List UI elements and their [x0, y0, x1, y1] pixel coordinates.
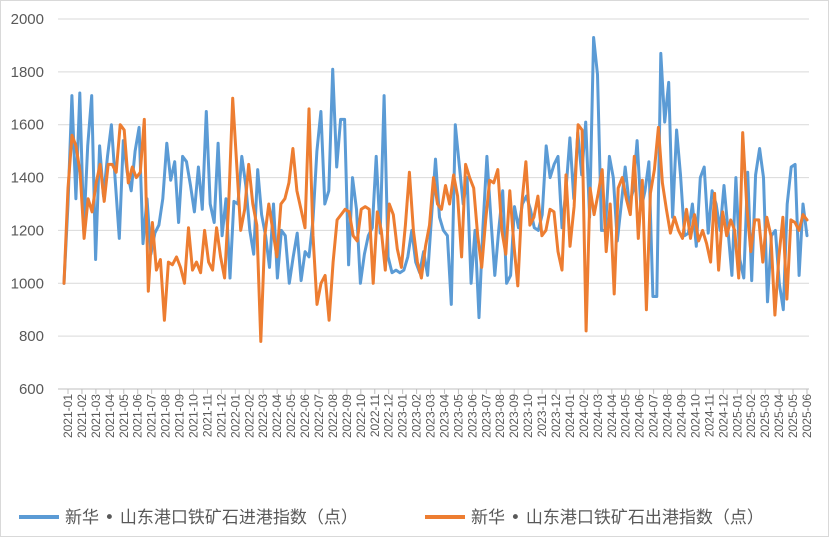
- x-tick-label: 2021-12: [214, 394, 228, 438]
- x-tick-label: 2021-04: [103, 394, 117, 438]
- x-tick-label: 2021-07: [145, 394, 159, 438]
- x-tick-label: 2023-08: [493, 394, 507, 438]
- x-tick-label: 2023-03: [424, 394, 438, 438]
- y-axis-ticks: 600 800 1000 1200 1400 1600 1800 2000: [11, 11, 44, 398]
- y-tick-label: 1600: [11, 117, 44, 134]
- x-tick-label: 2025-06: [800, 394, 814, 438]
- x-tick-label: 2021-09: [173, 394, 187, 438]
- x-tick-label: 2022-01: [228, 394, 242, 438]
- x-tick-label: 2021-10: [186, 394, 200, 438]
- x-tick-label: 2022-09: [340, 394, 354, 438]
- y-tick-label: 800: [19, 328, 44, 345]
- x-tick-label: 2023-11: [535, 394, 549, 437]
- x-tick-label: 2021-11: [200, 394, 214, 437]
- y-tick-label: 1000: [11, 275, 44, 292]
- x-tick-label: 2023-07: [479, 394, 493, 438]
- legend-label-2: 新华 • 山东港口铁矿石出港指数（点）: [471, 508, 764, 528]
- x-tick-label: 2023-01: [396, 394, 410, 438]
- x-tick-label: 2024-02: [577, 394, 591, 438]
- legend: 新华 • 山东港口铁矿石进港指数（点） 新华 • 山东港口铁矿石出港指数（点）: [19, 508, 764, 528]
- x-tick-label: 2022-02: [242, 394, 256, 438]
- x-tick-label: 2025-02: [744, 394, 758, 438]
- x-tick-label: 2025-01: [730, 394, 744, 438]
- series-lines: [62, 36, 809, 343]
- x-tick-label: 2024-07: [647, 394, 661, 438]
- x-tick-label: 2023-12: [549, 394, 563, 438]
- x-tick-label: 2022-12: [382, 394, 396, 438]
- legend-label-1: 新华 • 山东港口铁矿石进港指数（点）: [65, 508, 358, 528]
- x-tick-label: 2021-02: [75, 394, 89, 438]
- x-tick-label: 2022-11: [368, 394, 382, 437]
- x-tick-label: 2023-06: [465, 394, 479, 438]
- x-tick-label: 2024-11: [702, 394, 716, 437]
- y-tick-label: 2000: [11, 11, 44, 28]
- x-tick-label: 2021-08: [159, 394, 173, 438]
- x-tick-label: 2022-06: [298, 394, 312, 438]
- x-tick-label: 2021-03: [89, 394, 103, 438]
- x-tick-label: 2025-03: [758, 394, 772, 438]
- x-tick-label: 2024-06: [633, 394, 647, 438]
- x-tick-label: 2024-04: [605, 394, 619, 438]
- x-axis-ticks: 2021-01 2021-02 2021-03 2021-04 2021-05 2021-…: [61, 389, 814, 438]
- x-tick-label: 2024-01: [563, 394, 577, 438]
- x-tick-label: 2023-09: [507, 394, 521, 438]
- x-tick-label: 2024-03: [591, 394, 605, 438]
- x-tick-label: 2023-02: [410, 394, 424, 438]
- x-tick-label: 2023-10: [521, 394, 535, 438]
- x-tick-label: 2024-12: [716, 394, 730, 438]
- y-tick-label: 1400: [11, 170, 44, 187]
- x-tick-label: 2022-10: [354, 394, 368, 438]
- y-tick-label: 600: [19, 381, 44, 398]
- x-tick-label: 2022-04: [270, 394, 284, 438]
- x-tick-label: 2022-03: [256, 394, 270, 438]
- x-tick-label: 2023-05: [451, 394, 465, 438]
- y-tick-label: 1800: [11, 64, 44, 81]
- x-tick-label: 2021-05: [117, 394, 131, 438]
- series-line-2: [62, 96, 809, 343]
- x-tick-label: 2024-10: [688, 394, 702, 438]
- x-tick-label: 2025-05: [786, 394, 800, 438]
- x-tick-label: 2022-08: [326, 394, 340, 438]
- x-tick-label: 2024-08: [661, 394, 675, 438]
- series-line-1: [62, 36, 809, 320]
- x-tick-label: 2024-09: [675, 394, 689, 438]
- x-tick-label: 2022-07: [312, 394, 326, 438]
- x-tick-label: 2022-05: [284, 394, 298, 438]
- y-tick-label: 1200: [11, 222, 44, 239]
- x-tick-label: 2023-04: [437, 394, 451, 438]
- x-tick-label: 2021-06: [131, 394, 145, 438]
- x-tick-label: 2024-05: [619, 394, 633, 438]
- x-tick-label: 2021-01: [61, 394, 75, 438]
- x-tick-label: 2025-04: [772, 394, 786, 438]
